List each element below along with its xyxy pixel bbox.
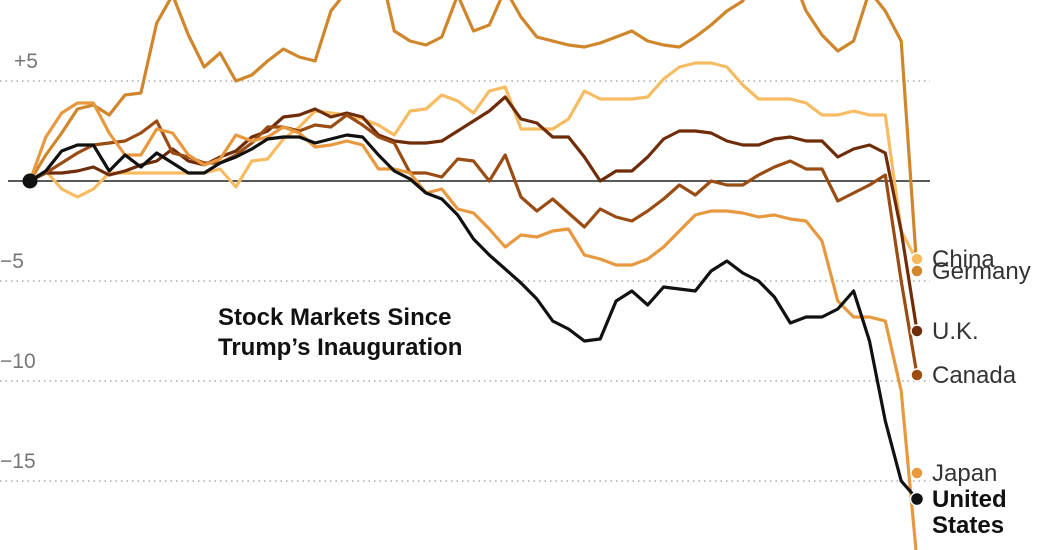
- chart-title: Stock Markets Since Trump’s Inauguration: [218, 304, 462, 361]
- series-line-china: [28, 61, 919, 263]
- y-tick-label-5: −5: [0, 250, 24, 273]
- end-dot-china: [910, 252, 924, 266]
- end-dot-united-states: [909, 491, 925, 507]
- end-dot-canada: [910, 368, 924, 382]
- end-label-line: States: [932, 512, 1004, 539]
- end-label-canada: Canada: [932, 362, 1017, 389]
- chart-title-line: Trump’s Inauguration: [218, 334, 462, 361]
- end-label-line: China: [932, 246, 995, 273]
- series-line-germany: [28, 0, 919, 273]
- origin-dot: [22, 173, 38, 189]
- y-tick-label-5: +5: [14, 50, 38, 73]
- grid-layer: +5 −5 −10 −15: [0, 50, 930, 482]
- series-line-canada: [28, 113, 919, 377]
- end-label-line: Japan: [932, 460, 997, 487]
- end-label-line: United: [932, 486, 1007, 513]
- end-label-china: China: [932, 246, 995, 273]
- end-label-line: Germany: [932, 258, 1031, 285]
- end-label-germany: Germany: [932, 258, 1031, 285]
- end-label-line: U.K.: [932, 318, 979, 345]
- end-label-united-states: United States: [932, 486, 1007, 539]
- end-label-line: Canada: [932, 362, 1017, 389]
- series-layer: [28, 0, 919, 550]
- y-tick-label-10: −10: [0, 350, 36, 373]
- chart-title-line: Stock Markets Since: [218, 304, 451, 331]
- series-line-united-states: [28, 133, 919, 501]
- end-dot-japan: [910, 466, 924, 480]
- end-label-japan: Japan: [932, 460, 997, 487]
- series-line-japan: [28, 101, 918, 550]
- y-tick-label-15: −15: [0, 450, 36, 473]
- end-dot-germany: [910, 264, 924, 278]
- end-label-u-k: U.K.: [932, 318, 979, 345]
- end-dot-u-k: [910, 324, 924, 338]
